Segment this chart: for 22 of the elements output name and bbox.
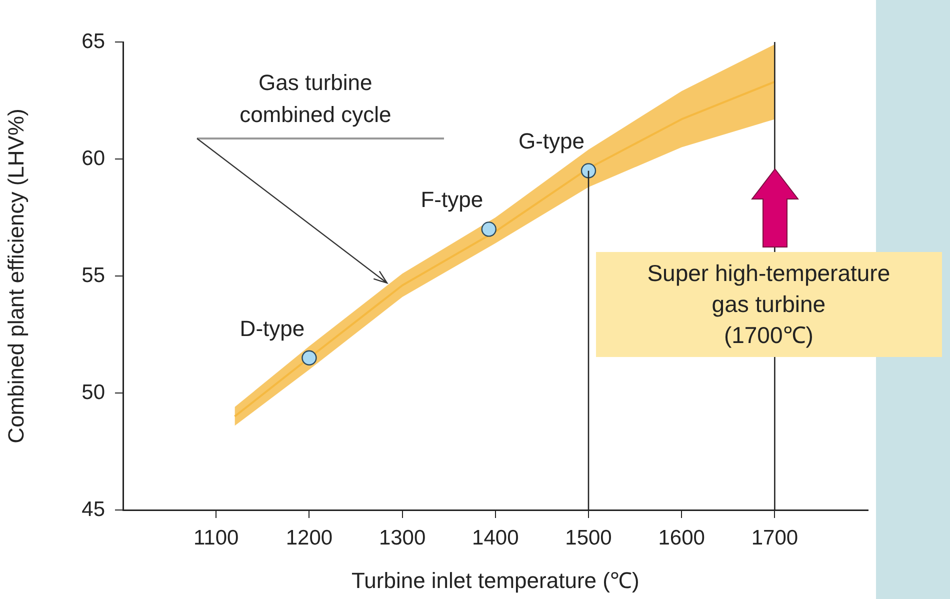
y-tick-label: 50: [82, 380, 105, 404]
annotation: G-type: [518, 128, 585, 154]
y-tick-label: 60: [82, 146, 105, 170]
point: [481, 222, 496, 237]
x-tick-label: 1400: [472, 526, 519, 550]
x-tick-label: 1500: [565, 526, 612, 550]
y-tick-label: 65: [82, 30, 105, 53]
x-tick-label: 1300: [378, 526, 426, 550]
annotation: D-type: [240, 316, 305, 341]
x-axis-title: Turbine inlet temperature (℃): [352, 568, 640, 593]
label-box: Super high-temperature gas turbine (1700℃): [596, 252, 942, 357]
y-tick-label: 45: [82, 498, 105, 521]
x-tick-label: 1100: [194, 526, 239, 550]
y-tick-label: 55: [82, 264, 105, 287]
y-axis-title: Combined plant efficiency (LHV%): [3, 108, 28, 444]
point: [580, 163, 596, 178]
x-tick-label: 1200: [286, 526, 333, 550]
x-tick-label: 1600: [658, 526, 705, 550]
annotation: Gas turbine combined cycle: [238, 69, 392, 130]
point: [302, 350, 317, 366]
x-tick-label: 1700: [751, 526, 798, 550]
annotation: F-type: [420, 187, 484, 212]
